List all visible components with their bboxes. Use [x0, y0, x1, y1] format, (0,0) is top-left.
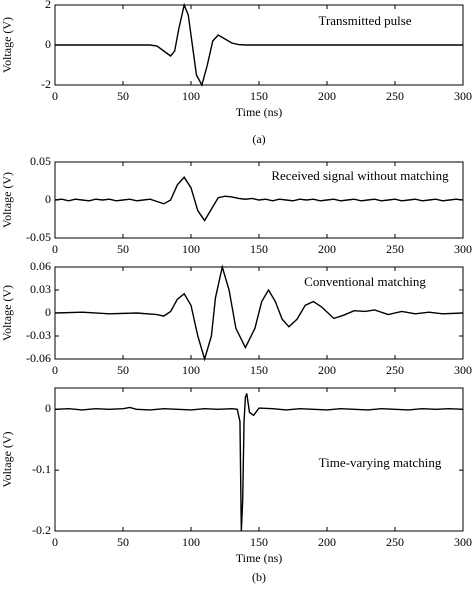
x-tick-label: 300 — [454, 242, 472, 256]
x-axis-label: Time (ns) — [236, 551, 283, 565]
y-axis-label: Voltage (V) — [0, 431, 14, 487]
caption: (b) — [252, 570, 266, 584]
y-tick-label: 0.03 — [30, 282, 51, 296]
x-tick-label: 300 — [454, 89, 472, 103]
signal-line — [54, 393, 464, 532]
x-tick-label: 250 — [386, 535, 404, 549]
y-tick-label: -0.2 — [32, 523, 51, 537]
x-tick-label: 0 — [52, 535, 58, 549]
signal-line — [55, 2, 463, 87]
x-tick-label: 200 — [318, 89, 336, 103]
y-tick-label: 0.05 — [30, 154, 51, 168]
y-tick-label: -2 — [41, 77, 51, 91]
x-tick-label: 250 — [386, 89, 404, 103]
annotation: Transmitted pulse — [318, 13, 411, 28]
x-tick-label: 150 — [250, 535, 268, 549]
signal-line — [54, 176, 464, 222]
y-tick-label: 0 — [45, 37, 51, 51]
x-tick-label: 150 — [250, 242, 268, 256]
y-tick-label: 2 — [45, 0, 51, 11]
y-axis-label: Voltage (V) — [0, 172, 14, 228]
y-tick-label: 0.06 — [30, 259, 51, 273]
y-tick-label: 0 — [45, 401, 51, 415]
x-tick-label: 200 — [318, 363, 336, 377]
x-tick-label: 300 — [454, 363, 472, 377]
x-tick-label: 50 — [117, 89, 129, 103]
caption: (a) — [252, 132, 265, 146]
x-tick-label: 50 — [117, 363, 129, 377]
y-tick-label: -0.05 — [26, 230, 51, 244]
x-tick-label: 100 — [182, 363, 200, 377]
x-tick-label: 150 — [250, 363, 268, 377]
x-tick-label: 200 — [318, 242, 336, 256]
x-axis-label: Time (ns) — [236, 105, 283, 119]
x-tick-label: 50 — [117, 242, 129, 256]
x-tick-label: 100 — [182, 242, 200, 256]
x-tick-label: 0 — [52, 242, 58, 256]
signal-line — [54, 264, 464, 362]
y-tick-label: -0.03 — [26, 328, 51, 342]
y-tick-label: 0 — [45, 192, 51, 206]
x-tick-label: 50 — [117, 535, 129, 549]
x-tick-label: 200 — [318, 535, 336, 549]
y-tick-label: -0.1 — [32, 462, 51, 476]
x-tick-label: 0 — [52, 363, 58, 377]
y-axis-label: Voltage (V) — [0, 17, 14, 73]
y-tick-label: -0.06 — [26, 351, 51, 365]
x-tick-label: 250 — [386, 363, 404, 377]
x-tick-label: 300 — [454, 535, 472, 549]
y-tick-label: 0 — [45, 305, 51, 319]
x-tick-label: 100 — [182, 535, 200, 549]
annotation: Time-varying matching — [319, 455, 442, 470]
y-axis-label: Voltage (V) — [0, 285, 14, 341]
x-tick-label: 0 — [52, 89, 58, 103]
annotation: Conventional matching — [304, 274, 426, 289]
x-tick-label: 150 — [250, 89, 268, 103]
x-tick-label: 250 — [386, 242, 404, 256]
annotation: Received signal without matching — [271, 168, 449, 183]
x-tick-label: 100 — [182, 89, 200, 103]
